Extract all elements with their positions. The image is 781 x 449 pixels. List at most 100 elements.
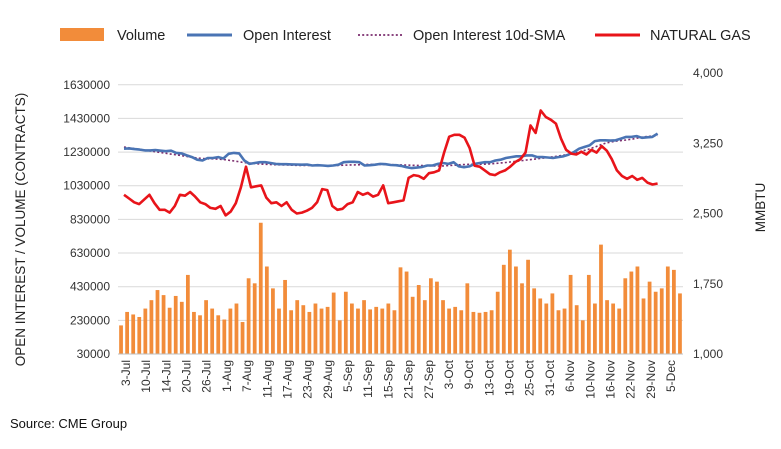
volume-bar	[647, 281, 652, 354]
volume-bar	[167, 307, 172, 354]
open-interest-line	[123, 132, 659, 170]
volume-bar	[307, 311, 312, 354]
volume-bar	[228, 308, 233, 354]
y-tick-label: 1430000	[63, 111, 110, 125]
volume-bar	[216, 315, 221, 354]
volume-bar	[380, 308, 385, 354]
volume-bar	[653, 291, 658, 354]
volume-bar	[495, 291, 500, 354]
legend-sma-label: Open Interest 10d-SMA	[413, 28, 566, 44]
y-tick-label: 1030000	[63, 179, 110, 193]
volume-bar	[289, 310, 294, 354]
x-tick-label: 23-Aug	[301, 360, 315, 399]
x-tick-label: 19-Oct	[503, 359, 517, 396]
volume-bar	[544, 303, 549, 354]
y-tick-label: 430000	[70, 280, 110, 294]
volume-bar	[471, 311, 476, 354]
volume-bar	[416, 285, 421, 354]
volume-bar	[222, 319, 227, 354]
x-tick-label: 21-Sep	[402, 360, 416, 399]
volume-bar	[489, 310, 494, 354]
volume-bar	[514, 266, 518, 354]
volume-bar	[574, 305, 579, 354]
volume-bar	[283, 279, 287, 354]
volume-bar	[550, 293, 555, 354]
volume-bar	[277, 308, 281, 354]
volume-bar	[435, 281, 439, 354]
volume-bar	[246, 278, 251, 354]
volume-bar	[398, 267, 403, 354]
volume-bar	[526, 259, 530, 354]
volume-bar	[672, 269, 676, 354]
volume-bar	[374, 306, 379, 354]
y2-tick-label: 3,250	[693, 136, 723, 150]
x-tick-label: 22-Nov	[624, 360, 638, 399]
volume-bar	[605, 300, 609, 354]
y-tick-label: 1630000	[63, 78, 110, 92]
volume-bar	[252, 283, 257, 354]
volume-bar	[422, 300, 427, 354]
x-tick-label: 5-Dec	[664, 360, 678, 392]
volume-bar	[149, 300, 154, 354]
x-tick-label: 3-Oct	[442, 359, 456, 389]
x-tick-label: 11-Aug	[260, 360, 274, 398]
y2-tick-label: 1,750	[693, 277, 723, 291]
y-tick-label: 230000	[70, 313, 110, 327]
x-tick-label: 25-Oct	[523, 359, 537, 396]
volume-bar	[161, 295, 166, 354]
volume-bar	[441, 300, 445, 354]
y-tick-label: 630000	[70, 246, 110, 260]
volume-bar	[447, 308, 451, 354]
volume-bar	[617, 308, 622, 354]
x-tick-label: 17-Aug	[280, 360, 294, 399]
x-tick-label: 13-Oct	[482, 359, 496, 396]
volume-bar	[192, 311, 196, 354]
volume-bar	[586, 274, 591, 354]
volume-bar	[301, 305, 306, 354]
volume-bar	[665, 266, 670, 354]
volume-bar	[271, 288, 275, 354]
volume-bar	[185, 274, 190, 354]
volume-bar	[356, 308, 360, 354]
volume-bar	[210, 308, 215, 354]
volume-bar	[635, 266, 640, 354]
volume-bar	[331, 292, 336, 354]
volume-bar	[599, 244, 603, 354]
volume-bar	[258, 222, 263, 354]
volume-bar	[556, 310, 561, 354]
x-tick-label: 1-Aug	[220, 360, 234, 392]
y-tick-label: 830000	[70, 212, 110, 226]
x-tick-label: 14-Jul	[159, 360, 173, 393]
volume-bar	[453, 306, 458, 354]
legend-oi-label: Open Interest	[243, 28, 331, 44]
volume-bar	[386, 303, 391, 354]
volume-bar	[538, 298, 543, 354]
volume-bar	[313, 303, 318, 354]
x-tick-label: 27-Sep	[422, 360, 436, 399]
x-tick-label: 6-Nov	[563, 360, 577, 392]
x-tick-label: 29-Nov	[644, 360, 658, 399]
x-tick-label: 20-Jul	[180, 360, 194, 393]
volume-bar	[173, 295, 178, 354]
volume-bar	[125, 311, 129, 354]
y2-tick-label: 2,500	[693, 207, 723, 221]
volume-bar	[325, 306, 330, 354]
x-tick-label: 31-Oct	[543, 359, 557, 396]
volume-bar	[143, 308, 148, 354]
x-tick-label: 29-Aug	[321, 360, 335, 399]
volume-bar	[611, 303, 616, 354]
volume-bar	[198, 315, 202, 354]
x-tick-label: 3-Jul	[119, 360, 133, 386]
x-tick-label: 11-Sep	[361, 360, 375, 398]
y2-axis-title: MMBTU	[753, 183, 768, 233]
volume-bar	[337, 320, 342, 354]
volume-bar	[368, 309, 373, 354]
volume-bar	[520, 283, 524, 354]
legend-gas-label: NATURAL GAS	[650, 28, 751, 44]
x-tick-label: 16-Nov	[603, 360, 617, 399]
volume-bar	[659, 288, 664, 354]
volume-bar	[641, 298, 646, 354]
volume-bar	[678, 293, 682, 354]
